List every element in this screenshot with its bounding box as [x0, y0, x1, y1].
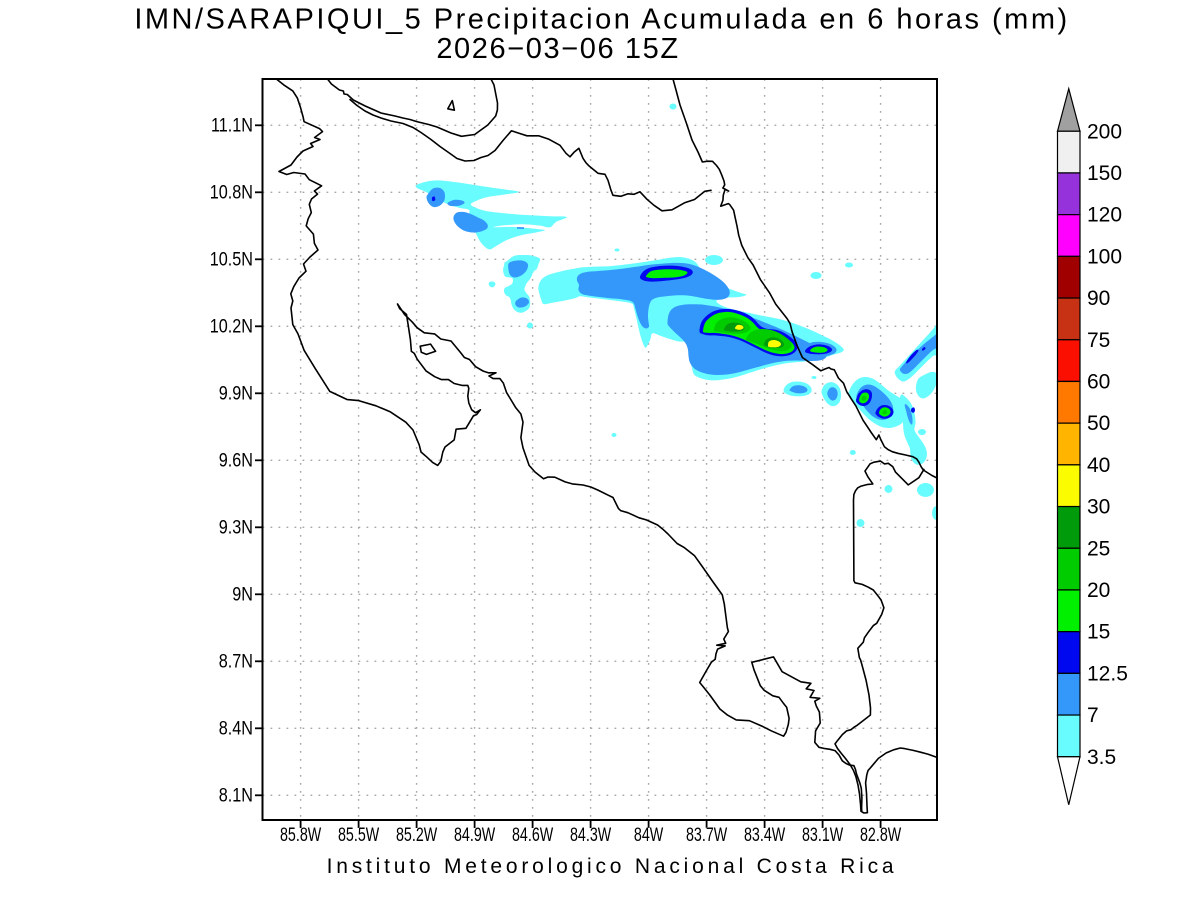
svg-text:15: 15	[1087, 621, 1110, 644]
svg-text:84.9W: 84.9W	[454, 825, 495, 846]
svg-text:200: 200	[1087, 120, 1122, 143]
svg-text:9.9N: 9.9N	[219, 384, 253, 405]
svg-text:11.1N: 11.1N	[211, 116, 253, 137]
svg-text:50: 50	[1087, 412, 1110, 435]
svg-text:2026−03−06 15Z: 2026−03−06 15Z	[436, 33, 679, 65]
svg-text:20: 20	[1087, 579, 1110, 602]
svg-text:83.1W: 83.1W	[802, 825, 843, 846]
svg-text:60: 60	[1087, 370, 1110, 393]
svg-text:9.3N: 9.3N	[219, 518, 253, 539]
svg-text:8.4N: 8.4N	[219, 719, 253, 740]
svg-text:90: 90	[1087, 287, 1110, 310]
svg-text:IMN/SARAPIQUI_5 Precipitacion: IMN/SARAPIQUI_5 Precipitacion Acumulada …	[134, 4, 1069, 36]
svg-text:9N: 9N	[232, 585, 253, 606]
svg-text:84W: 84W	[634, 825, 663, 846]
svg-text:12.5: 12.5	[1087, 662, 1128, 685]
svg-text:150: 150	[1087, 162, 1122, 185]
svg-text:83.7W: 83.7W	[686, 825, 727, 846]
svg-text:10.8N: 10.8N	[210, 183, 253, 204]
svg-text:7: 7	[1087, 704, 1099, 727]
svg-text:84.6W: 84.6W	[512, 825, 553, 846]
svg-text:85.8W: 85.8W	[280, 825, 321, 846]
svg-text:85.2W: 85.2W	[396, 825, 437, 846]
svg-text:40: 40	[1087, 454, 1110, 477]
svg-text:3.5: 3.5	[1087, 746, 1116, 769]
svg-text:25: 25	[1087, 537, 1110, 560]
svg-text:10.5N: 10.5N	[210, 250, 253, 271]
svg-text:100: 100	[1087, 245, 1122, 268]
svg-text:84.3W: 84.3W	[570, 825, 611, 846]
svg-text:10.2N: 10.2N	[210, 317, 253, 338]
svg-text:85.5W: 85.5W	[338, 825, 379, 846]
svg-text:8.1N: 8.1N	[219, 786, 253, 807]
svg-text:75: 75	[1087, 329, 1110, 352]
svg-text:83.4W: 83.4W	[744, 825, 785, 846]
svg-text:120: 120	[1087, 204, 1122, 227]
svg-text:30: 30	[1087, 496, 1110, 519]
svg-text:8.7N: 8.7N	[219, 652, 253, 673]
svg-text:9.6N: 9.6N	[219, 451, 253, 472]
svg-text:Instituto Meteorologico Nacion: Instituto Meteorologico Nacional Costa R…	[327, 855, 898, 878]
svg-text:82.8W: 82.8W	[860, 825, 901, 846]
